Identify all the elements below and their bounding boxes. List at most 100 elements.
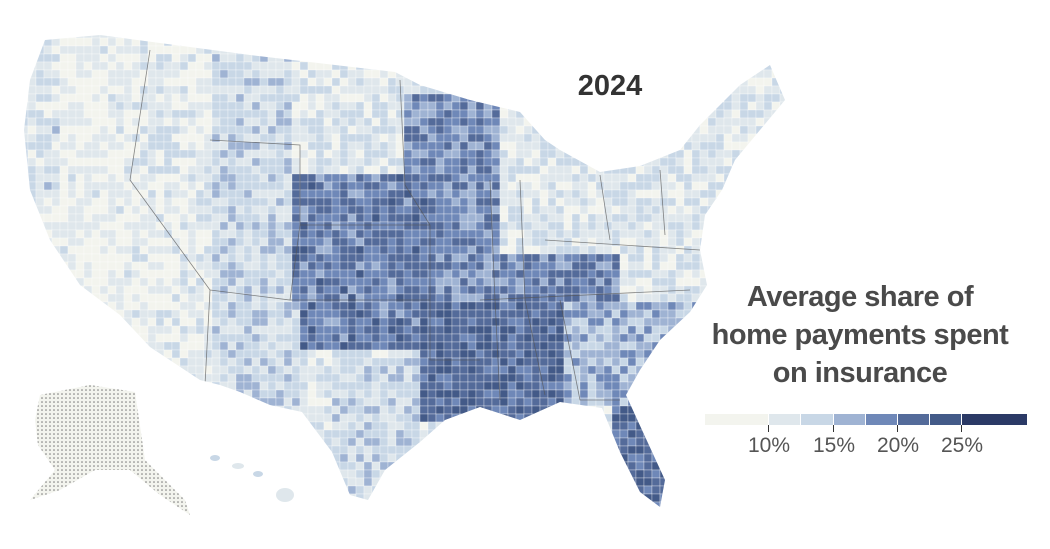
county-cell	[147, 173, 157, 183]
county-cell	[667, 373, 677, 383]
county-cell	[315, 365, 325, 375]
county-cell	[571, 381, 581, 391]
county-cell	[635, 117, 645, 127]
county-cell	[435, 125, 445, 135]
county-cell	[435, 157, 445, 167]
county-cell	[507, 133, 517, 143]
county-cell	[179, 293, 189, 303]
county-cell	[35, 125, 45, 135]
county-cell	[755, 181, 765, 191]
county-cell	[715, 35, 725, 39]
county-cell	[739, 61, 749, 71]
county-cell	[691, 261, 701, 271]
county-cell	[555, 221, 565, 231]
county-cell	[587, 53, 597, 63]
county-cell	[507, 53, 517, 63]
county-cell	[387, 245, 397, 255]
county-cell	[363, 173, 373, 183]
county-cell	[667, 229, 677, 239]
county-cell	[275, 141, 285, 151]
county-cell	[603, 237, 613, 247]
county-cell	[387, 237, 397, 247]
county-cell	[427, 173, 437, 183]
county-cell	[363, 397, 373, 407]
county-cell	[227, 429, 237, 439]
county-cell	[195, 205, 205, 215]
county-cell	[339, 77, 349, 87]
county-cell	[683, 165, 693, 175]
county-cell	[179, 85, 189, 95]
county-cell	[715, 173, 725, 183]
county-cell	[379, 357, 389, 367]
county-cell	[283, 173, 293, 183]
county-cell	[635, 405, 645, 415]
county-cell	[251, 61, 261, 71]
county-cell	[643, 301, 653, 311]
county-cell	[235, 85, 245, 95]
county-cell	[539, 285, 549, 295]
county-cell	[347, 341, 357, 351]
county-cell	[131, 197, 141, 207]
county-cell	[691, 365, 701, 375]
county-cell	[235, 205, 245, 215]
county-cell	[363, 37, 373, 47]
county-cell	[563, 389, 573, 399]
county-cell	[243, 437, 253, 447]
county-cell	[427, 253, 437, 263]
county-cell	[387, 101, 397, 111]
county-cell	[99, 69, 109, 79]
county-cell	[59, 237, 69, 247]
county-cell	[195, 429, 205, 439]
county-cell	[259, 181, 269, 191]
county-cell	[723, 45, 733, 55]
county-cell	[227, 45, 237, 55]
county-cell	[291, 101, 301, 111]
county-cell	[379, 365, 389, 375]
county-cell	[715, 149, 725, 159]
county-cell	[667, 333, 677, 343]
county-cell	[531, 429, 541, 439]
county-cell	[788, 54, 796, 62]
county-cell	[163, 45, 173, 55]
county-cell	[179, 413, 189, 423]
county-cell	[499, 429, 509, 439]
county-cell	[667, 277, 677, 287]
county-cell	[691, 181, 701, 191]
county-cell	[579, 357, 589, 367]
county-cell	[235, 101, 245, 111]
county-cell	[355, 35, 365, 39]
county-cell	[211, 77, 221, 87]
county-cell	[731, 69, 741, 79]
county-cell	[115, 149, 125, 159]
county-cell	[211, 189, 221, 199]
county-cell	[99, 37, 109, 47]
county-cell	[291, 381, 301, 391]
county-cell	[707, 37, 717, 47]
county-cell	[491, 133, 501, 143]
county-cell	[275, 317, 285, 327]
county-cell	[371, 269, 381, 279]
county-cell	[571, 181, 581, 191]
county-cell	[651, 35, 661, 39]
county-cell	[451, 173, 461, 183]
county-cell	[699, 253, 709, 263]
county-cell	[235, 133, 245, 143]
county-cell	[403, 61, 413, 71]
county-cell	[267, 333, 277, 343]
county-cell	[643, 269, 653, 279]
county-cell	[347, 221, 357, 231]
county-cell	[483, 301, 493, 311]
county-cell	[91, 35, 101, 39]
county-cell	[131, 381, 141, 391]
county-cell	[187, 69, 197, 79]
county-cell	[171, 261, 181, 271]
county-cell	[219, 437, 229, 447]
county-cell	[251, 125, 261, 135]
county-cell	[283, 237, 293, 247]
county-cell	[539, 301, 549, 311]
county-cell	[51, 269, 61, 279]
county-cell	[507, 197, 517, 207]
county-cell	[115, 125, 125, 135]
county-cell	[163, 253, 173, 263]
county-cell	[395, 421, 405, 431]
